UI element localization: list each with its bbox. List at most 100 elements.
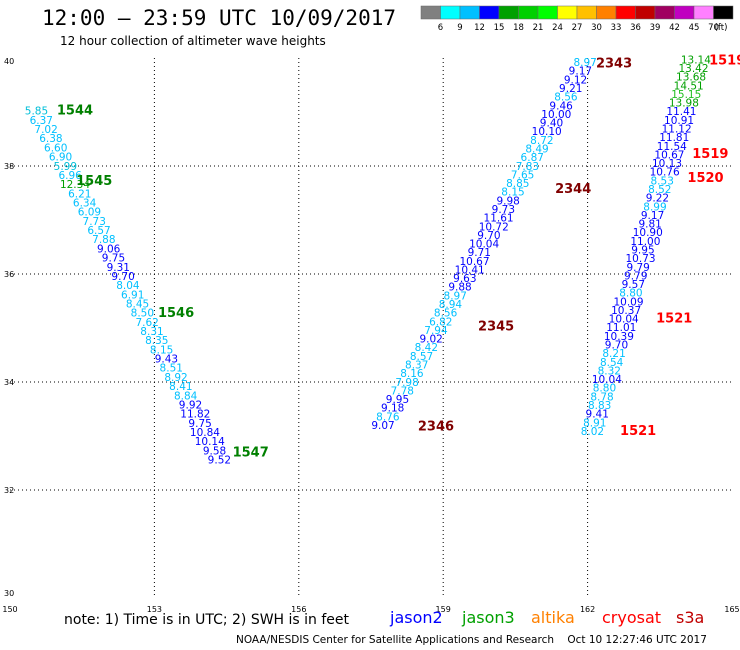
pass-time-label: 1544 — [57, 104, 93, 119]
pass-time-label: 1519 — [709, 53, 740, 68]
wave-height-value: 8.76 — [376, 411, 400, 423]
wave-height-value: 7.98 — [395, 377, 418, 389]
wave-height-value: 8.80 — [619, 288, 642, 300]
wave-height-value: 6.91 — [121, 289, 144, 301]
wave-height-value: 9.43 — [155, 354, 178, 366]
wave-height-value: 10.41 — [455, 264, 485, 276]
wave-height-value: 8.02 — [581, 426, 604, 438]
wave-height-value: 9.73 — [492, 204, 515, 216]
wave-height-value: 9.21 — [559, 83, 582, 95]
wave-height-value: 8.56 — [554, 92, 578, 104]
wave-height-value: 10.39 — [604, 331, 634, 343]
wave-height-value: 6.60 — [44, 142, 67, 154]
wave-height-value: 6.09 — [78, 207, 101, 219]
legend-label: 18 — [513, 23, 524, 33]
wave-height-value: 9.79 — [626, 262, 649, 274]
wave-height-value: 9.58 — [203, 445, 226, 457]
wave-height-value: 8.41 — [169, 381, 192, 393]
y-tick-label: 30 — [4, 589, 14, 598]
wave-height-value: 8.35 — [145, 335, 168, 347]
wave-height-value: 9.40 — [540, 118, 563, 130]
wave-height-value: 8.32 — [598, 365, 621, 377]
pass-time-label: 2344 — [555, 182, 591, 197]
wave-height-value: 11.81 — [659, 132, 689, 144]
wave-height-value: 9.18 — [381, 403, 404, 415]
wave-height-value: 8.92 — [164, 372, 187, 384]
wave-height-value: 10.04 — [592, 374, 622, 386]
wave-height-value: 9.88 — [448, 282, 471, 294]
wave-height-value: 5.85 — [25, 106, 48, 118]
wave-height-value: 9.70 — [477, 230, 500, 242]
wave-height-value: 7.94 — [424, 325, 448, 337]
wave-height-value: 10.67 — [459, 256, 489, 268]
wave-height-value: 8.97 — [444, 290, 467, 302]
legend-label: 12 — [474, 23, 485, 33]
wave-height-value: 6.90 — [49, 152, 72, 164]
wave-height-value: 6.34 — [73, 198, 97, 210]
wave-height-value: 11.01 — [606, 322, 636, 334]
pass-time-label: 2343 — [596, 57, 632, 72]
wave-height-value: 13.98 — [669, 98, 699, 110]
pass-time-label: 1520 — [687, 171, 723, 186]
wave-height-value: 7.65 — [511, 169, 534, 181]
wave-height-value: 8.99 — [643, 201, 666, 213]
x-tick-label: 153 — [147, 605, 162, 614]
wave-height-value: 9.17 — [569, 66, 592, 78]
wave-height-value: 13.14 — [681, 54, 711, 66]
y-tick-label: 40 — [4, 57, 14, 66]
wave-height-value: 8.91 — [583, 417, 606, 429]
page-title: 12:00 – 23:59 UTC 10/09/2017 — [42, 6, 397, 30]
pass-time-label: 2345 — [478, 320, 514, 335]
wave-height-value: 6.82 — [429, 316, 452, 328]
wave-height-value: 10.37 — [611, 305, 641, 317]
wave-height-value: 14.51 — [674, 80, 704, 92]
wave-height-value: 9.92 — [179, 399, 202, 411]
wave-height-value: 13.68 — [676, 72, 706, 84]
satellite-label-cryosat: cryosat — [602, 608, 662, 627]
wave-height-value: 9.75 — [102, 253, 125, 265]
wave-height-value: 9.31 — [107, 262, 130, 274]
x-tick-label: 159 — [436, 605, 451, 614]
wave-height-value: 8.31 — [140, 326, 163, 338]
wave-height-value: 10.00 — [541, 109, 571, 121]
wave-height-value: 8.84 — [174, 390, 198, 402]
pass-time-label: 1547 — [233, 446, 269, 461]
wave-height-value: 9.70 — [605, 340, 628, 352]
wave-height-value: 7.88 — [92, 234, 115, 246]
legend-label: 27 — [572, 23, 583, 33]
legend-label: 21 — [533, 23, 544, 33]
wave-height-value: 11.82 — [180, 409, 210, 421]
pass-time-label: 1519 — [692, 147, 728, 162]
wave-height-value: 10.14 — [195, 436, 225, 448]
wave-height-value: 7.78 — [391, 385, 414, 397]
legend-label: 9 — [457, 23, 462, 33]
wave-height-value: 8.72 — [530, 135, 553, 147]
y-tick-label: 32 — [4, 486, 14, 495]
wave-height-value: 9.95 — [631, 244, 654, 256]
wave-height-value: 8.15 — [150, 344, 173, 356]
wave-height-value: 8.80 — [593, 383, 616, 395]
wave-height-value: 9.57 — [622, 279, 645, 291]
wave-height-value: 8.83 — [588, 400, 611, 412]
x-tick-label: 150 — [2, 605, 17, 614]
legend-label: 30 — [591, 23, 602, 33]
wave-height-value: 8.15 — [501, 187, 524, 199]
wave-height-value: 11.41 — [666, 106, 696, 118]
wave-height-value: 7.62 — [135, 317, 158, 329]
wave-height-value: 8.53 — [651, 175, 674, 187]
wave-height-value: 6.87 — [521, 152, 544, 164]
wave-height-value: 11.54 — [657, 141, 687, 153]
legend-label: 39 — [650, 23, 661, 33]
wave-height-value: 6.37 — [30, 115, 53, 127]
x-tick-label: 165 — [724, 605, 739, 614]
wave-height-value: 8.37 — [405, 360, 428, 372]
wave-height-value: 9.79 — [624, 270, 647, 282]
wave-height-value: 7.02 — [34, 124, 57, 136]
legend-label: 42 — [669, 23, 680, 33]
wave-height-value: 8.85 — [506, 178, 529, 190]
wave-height-value: 8.57 — [410, 351, 433, 363]
wave-height-value: 11.61 — [484, 213, 514, 225]
wave-height-value: 10.84 — [190, 427, 220, 439]
wave-height-value: 8.04 — [116, 280, 140, 292]
legend-label: 33 — [611, 23, 622, 33]
